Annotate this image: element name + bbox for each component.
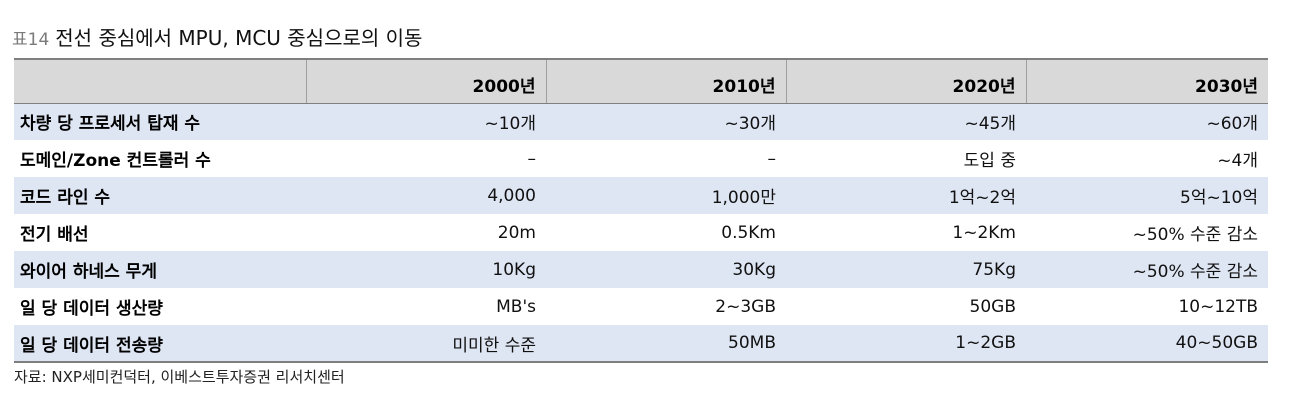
table-cell: – <box>767 148 777 169</box>
table-cell: ~60개 <box>1206 114 1258 135</box>
source-note: 자료: NXP세미컨덕터, 이베스트투자증권 리서치센터 <box>14 368 345 386</box>
table-cell: 30Kg <box>732 259 776 280</box>
table-cell: ~10개 <box>484 114 536 135</box>
data-table-container: 2000년 2010년 2020년 2030년 차량 당 프로세서 탑재 수 ~… <box>14 58 1268 363</box>
row-label: 와이어 하네스 무게 <box>20 262 157 282</box>
row-label: 코드 라인 수 <box>20 188 111 208</box>
table-cell: MB's <box>496 296 536 317</box>
table-cell: ~50% 수준 감소 <box>1132 262 1258 282</box>
table-cell: 1,000만 <box>711 188 776 208</box>
table-row: 도메인/Zone 컨트롤러 수 – – 도입 중 ~4개 <box>14 140 1268 177</box>
table-cell: 미미한 수준 <box>306 325 546 363</box>
table-row: 전기 배선 20m 0.5Km 1~2Km ~50% 수준 감소 <box>14 214 1268 251</box>
table-cell: 1~2GB <box>786 325 1026 363</box>
row-label: 차량 당 프로세서 탑재 수 <box>20 114 201 135</box>
table-row: 와이어 하네스 무게 10Kg 30Kg 75Kg ~50% 수준 감소 <box>14 251 1268 288</box>
table-cell: 10~12TB <box>1178 296 1258 317</box>
table-cell: ~30개 <box>724 114 776 135</box>
table-cell: – <box>527 148 537 169</box>
table-cell: 10Kg <box>492 259 536 280</box>
row-label: 일 당 데이터 전송량 <box>14 325 306 363</box>
header-cell-2020: 2020년 <box>785 58 1026 104</box>
table-number: 표14 <box>12 30 50 50</box>
table-cell: 1억~2억 <box>948 188 1016 208</box>
header-row: 2000년 2010년 2020년 2030년 <box>14 58 1268 104</box>
table-cell: 1~2Km <box>952 222 1016 243</box>
row-label: 도메인/Zone 컨트롤러 수 <box>20 151 211 171</box>
table-cell: 2~3GB <box>715 296 776 317</box>
table-row: 일 당 데이터 전송량 미미한 수준 50MB 1~2GB 40~50GB <box>14 325 1268 363</box>
table-cell: 20m <box>497 222 536 243</box>
table-cell: ~50% 수준 감소 <box>1132 225 1258 245</box>
table-cell: 75Kg <box>972 259 1016 280</box>
data-table: 2000년 2010년 2020년 2030년 차량 당 프로세서 탑재 수 ~… <box>14 58 1268 363</box>
table-cell: 5억~10억 <box>1180 188 1258 208</box>
table-row: 일 당 데이터 생산량 MB's 2~3GB 50GB 10~12TB <box>14 288 1268 325</box>
header-cell-2000: 2000년 <box>305 58 546 104</box>
table-cell: 0.5Km <box>721 222 776 243</box>
table-title-text: 전선 중심에서 MPU, MCU 중심으로의 이동 <box>55 26 423 50</box>
header-cell-empty <box>14 58 306 104</box>
table-title: 표14 전선 중심에서 MPU, MCU 중심으로의 이동 <box>12 22 422 52</box>
table-cell: 40~50GB <box>1026 325 1268 363</box>
table-row: 차량 당 프로세서 탑재 수 ~10개 ~30개 ~45개 ~60개 <box>14 103 1268 140</box>
row-label: 일 당 데이터 생산량 <box>20 299 163 319</box>
header-cell-2030: 2030년 <box>1025 58 1268 104</box>
table-cell: ~4개 <box>1217 151 1258 171</box>
table-cell: 50GB <box>969 296 1016 317</box>
header-cell-2010: 2010년 <box>545 58 786 104</box>
table-cell: ~45개 <box>964 114 1016 135</box>
row-label: 전기 배선 <box>20 225 89 245</box>
table-cell: 도입 중 <box>963 151 1016 171</box>
table-cell: 50MB <box>546 325 786 363</box>
table-row: 코드 라인 수 4,000 1,000만 1억~2억 5억~10억 <box>14 177 1268 214</box>
table-cell: 4,000 <box>487 185 536 206</box>
